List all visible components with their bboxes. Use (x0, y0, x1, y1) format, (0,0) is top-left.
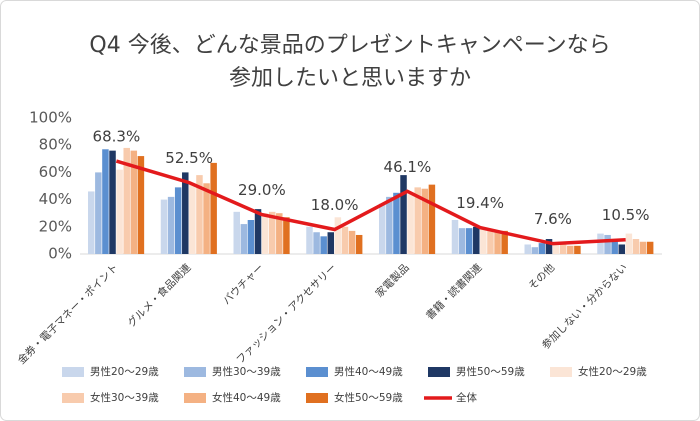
bar (501, 230, 508, 254)
bar (116, 169, 123, 254)
bar (597, 233, 604, 254)
bar (379, 203, 386, 254)
bar (254, 209, 262, 254)
bar (210, 162, 217, 254)
bar (465, 228, 473, 254)
bar (567, 245, 574, 254)
bar (480, 229, 487, 254)
bar (137, 156, 145, 254)
data-label: 10.5% (602, 206, 650, 224)
y-tick-label: 40% (39, 190, 72, 208)
bar (524, 244, 531, 254)
bar (618, 244, 626, 254)
data-label: 19.4% (456, 194, 504, 212)
legend-label: 男性40～49歳 (334, 365, 403, 378)
legend-label: 男性30～39歳 (212, 365, 281, 378)
bar (189, 183, 196, 254)
legend-swatch (184, 367, 206, 377)
bar (261, 213, 269, 254)
bar (531, 247, 539, 254)
chart-title: 参加したいと思いますか (229, 66, 471, 91)
bar (386, 196, 393, 254)
legend-label: 女性40～49歳 (212, 391, 281, 404)
y-tick-label: 80% (39, 136, 72, 154)
bar (109, 150, 116, 254)
legend-label: 男性50～59歳 (456, 365, 525, 378)
bar (240, 224, 248, 254)
bar (182, 172, 189, 254)
bar (160, 199, 168, 254)
bar (428, 184, 436, 254)
data-label: 7.6% (534, 210, 572, 228)
bar (604, 234, 611, 254)
bar (639, 241, 647, 254)
bar (233, 211, 240, 254)
bar (327, 232, 335, 254)
bar (102, 149, 109, 254)
bar (247, 220, 255, 254)
legend-label: 女性50～59歳 (334, 391, 403, 404)
bar (130, 150, 138, 254)
bar (494, 232, 501, 254)
bar (646, 241, 654, 254)
bar (552, 243, 560, 254)
bar (203, 183, 210, 254)
y-tick-label: 20% (39, 217, 72, 235)
bar (313, 232, 320, 254)
bar (334, 217, 342, 254)
bar (167, 196, 175, 254)
legend-swatch (62, 367, 84, 377)
data-label: 52.5% (165, 149, 213, 167)
legend-label: 女性20～29歳 (578, 365, 647, 378)
chart-title: Q4 今後、どんな景品のプレゼントキャンペーンなら (89, 33, 610, 58)
bar (276, 213, 283, 254)
data-label: 18.0% (311, 196, 359, 214)
line (115, 159, 626, 246)
bar (473, 226, 480, 254)
bar (268, 211, 276, 254)
bar (632, 239, 640, 254)
bar (196, 175, 203, 254)
bar (574, 245, 581, 254)
y-tick-label: 100% (29, 109, 72, 127)
bar (95, 172, 102, 254)
legend-swatch (62, 393, 84, 403)
data-label: 29.0% (238, 181, 286, 199)
bar (306, 226, 313, 254)
bar (174, 187, 182, 254)
bar (123, 147, 130, 254)
bar (88, 191, 95, 254)
bar (348, 230, 356, 254)
bar (538, 243, 546, 254)
bar (414, 187, 421, 254)
bar (611, 239, 618, 254)
bar (451, 220, 459, 254)
legend-swatch (184, 393, 206, 403)
data-label: 68.3% (93, 128, 141, 146)
bar (400, 175, 407, 254)
bar (407, 194, 414, 254)
bar (320, 236, 327, 254)
y-tick-label: 60% (39, 163, 72, 181)
bar (283, 217, 290, 254)
bar (421, 188, 429, 254)
bar (625, 233, 633, 254)
data-label: 46.1% (384, 158, 432, 176)
legend-label: 全体 (456, 391, 477, 404)
bar (545, 239, 553, 254)
legend-swatch (428, 367, 450, 377)
bar (458, 228, 466, 254)
bar (355, 234, 363, 254)
bar (393, 192, 400, 254)
legend-swatch (550, 367, 572, 377)
bar (559, 244, 567, 254)
legend-swatch (306, 367, 328, 377)
bar (487, 230, 494, 254)
legend-label: 男性20～29歳 (90, 365, 159, 378)
legend-swatch (306, 393, 328, 403)
y-tick-label: 0% (48, 245, 72, 263)
legend-label: 女性30～39歳 (90, 391, 159, 404)
bar (341, 226, 349, 254)
